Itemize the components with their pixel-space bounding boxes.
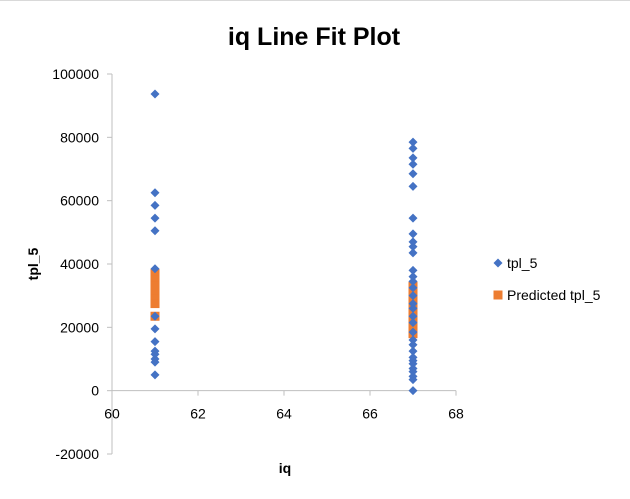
data-point-diamond bbox=[408, 318, 418, 328]
data-point-diamond bbox=[150, 89, 160, 99]
data-point-diamond bbox=[408, 169, 418, 179]
data-point-diamond bbox=[408, 340, 418, 350]
x-tick-label: 68 bbox=[448, 406, 464, 422]
y-tick-label: -20000 bbox=[55, 446, 99, 462]
data-point-diamond bbox=[408, 242, 418, 252]
legend-label: Predicted tpl_5 bbox=[507, 287, 601, 303]
y-tick-label: 20000 bbox=[60, 319, 99, 335]
data-point-diamond bbox=[150, 311, 160, 321]
series-predicted-tpl_5 bbox=[150, 269, 418, 339]
data-point-diamond bbox=[408, 237, 418, 247]
data-point-square bbox=[150, 299, 160, 309]
data-point-diamond bbox=[408, 272, 418, 282]
data-point-diamond bbox=[408, 229, 418, 239]
data-point-diamond bbox=[150, 357, 160, 367]
data-point-diamond bbox=[408, 248, 418, 258]
data-point-square bbox=[150, 294, 160, 304]
x-axis-ticks: 60 62 64 66 68 bbox=[104, 390, 464, 422]
data-point-diamond bbox=[408, 137, 418, 147]
legend-label: tpl_5 bbox=[507, 255, 538, 271]
data-point-diamond bbox=[408, 213, 418, 223]
data-point-diamond bbox=[408, 159, 418, 169]
data-point-diamond bbox=[408, 375, 418, 385]
data-point-diamond bbox=[408, 291, 418, 301]
data-point-diamond bbox=[408, 346, 418, 356]
data-point-diamond bbox=[150, 370, 160, 380]
data-point-diamond bbox=[150, 324, 160, 334]
data-point-diamond bbox=[408, 303, 418, 313]
data-point-square bbox=[150, 269, 160, 278]
data-point-diamond bbox=[408, 265, 418, 275]
x-tick-label: 62 bbox=[190, 406, 206, 422]
data-point-diamond bbox=[150, 349, 160, 359]
data-point-diamond bbox=[150, 264, 160, 274]
data-point-diamond bbox=[408, 181, 418, 191]
data-point-diamond bbox=[408, 153, 418, 163]
y-tick-label: 0 bbox=[91, 383, 99, 399]
y-tick-label: 80000 bbox=[60, 129, 99, 145]
data-point-diamond bbox=[150, 226, 160, 236]
legend: tpl_5 Predicted tpl_5 bbox=[493, 255, 601, 303]
data-point-square bbox=[150, 275, 160, 285]
data-point-square bbox=[150, 288, 160, 297]
data-point-diamond bbox=[408, 359, 418, 369]
y-tick-label: 40000 bbox=[60, 256, 99, 272]
y-tick-label: 100000 bbox=[52, 66, 99, 82]
data-point-diamond bbox=[408, 311, 418, 321]
axes bbox=[111, 74, 456, 454]
x-tick-label: 64 bbox=[276, 406, 292, 422]
data-point-diamond bbox=[150, 200, 160, 210]
data-point-diamond bbox=[408, 143, 418, 153]
data-marks bbox=[150, 89, 418, 396]
data-point-diamond bbox=[408, 367, 418, 377]
y-axis-title: tpl_5 bbox=[25, 247, 41, 280]
data-point-diamond bbox=[408, 276, 418, 286]
data-point-diamond bbox=[150, 213, 160, 223]
data-point-diamond bbox=[408, 327, 418, 337]
series-tpl_5 bbox=[150, 89, 418, 396]
y-axis-ticks: -20000 0 20000 40000 60000 80000 100000 bbox=[52, 66, 112, 462]
legend-marker-diamond bbox=[493, 258, 503, 268]
legend-marker-square bbox=[493, 290, 503, 300]
x-tick-label: 60 bbox=[104, 406, 120, 422]
data-point-diamond bbox=[150, 337, 160, 347]
data-point-diamond bbox=[408, 386, 418, 396]
x-tick-label: 66 bbox=[362, 406, 378, 422]
data-point-diamond bbox=[408, 299, 418, 309]
data-point-diamond bbox=[408, 335, 418, 345]
chart-title: iq Line Fit Plot bbox=[228, 23, 401, 51]
data-point-diamond bbox=[150, 188, 160, 198]
data-point-diamond bbox=[408, 283, 418, 293]
data-point-square bbox=[150, 281, 160, 291]
x-axis-title: iq bbox=[279, 460, 291, 476]
y-tick-label: 60000 bbox=[60, 193, 99, 209]
